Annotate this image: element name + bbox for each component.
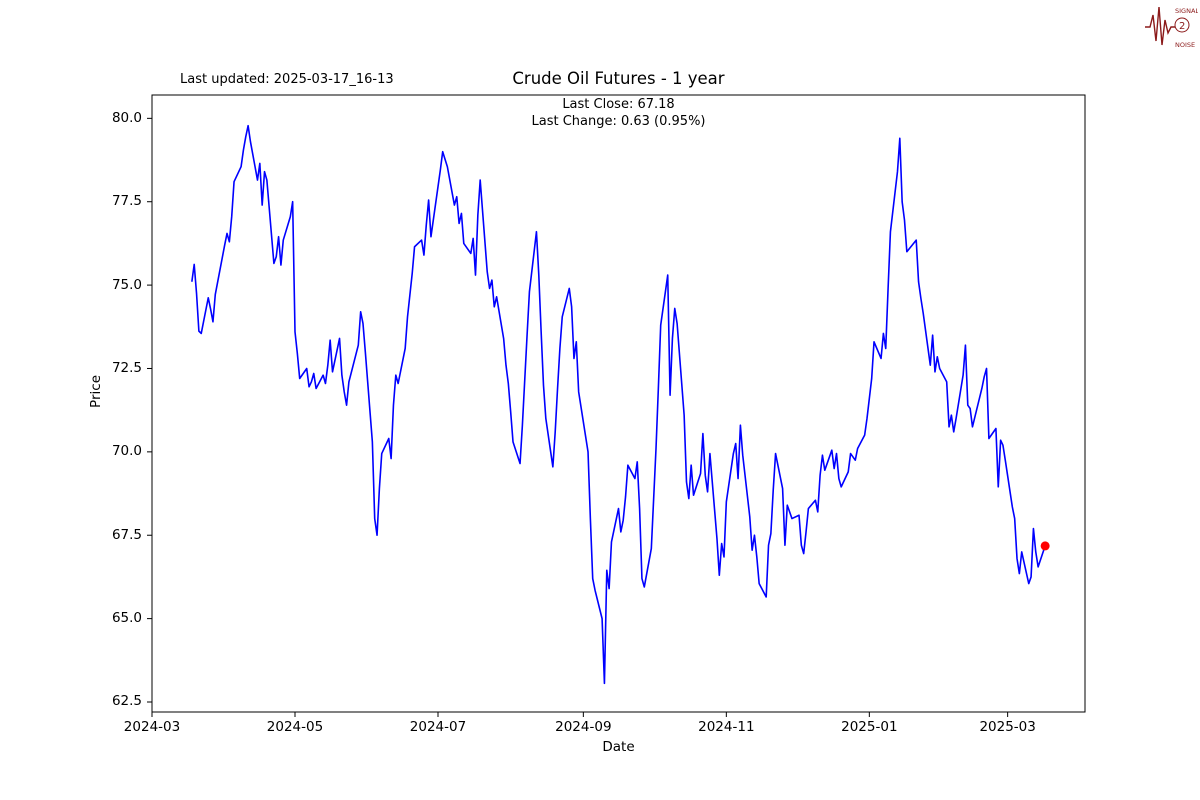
plot-frame [151, 94, 1086, 713]
y-tick-label: 65.0 [111, 610, 142, 627]
x-tick-label: 2025-03 [979, 719, 1036, 735]
logo-circle-icon [1174, 17, 1190, 33]
last-price-dot [1040, 541, 1050, 551]
x-axis-label: Date [602, 739, 635, 755]
price-line [191, 124, 1046, 685]
y-tick-label: 62.5 [111, 693, 142, 710]
logo-waveform-icon [1145, 6, 1175, 46]
x-tick-label: 2024-05 [266, 719, 324, 735]
y-tick-label: 77.5 [111, 193, 142, 210]
logo-text-signal: SIGNAL [1175, 7, 1198, 15]
logo-text-noise: NOISE [1175, 41, 1195, 49]
y-tick-label: 72.5 [111, 359, 142, 376]
x-tick-label: 2024-03 [123, 719, 181, 735]
last-close-line: Last Close: 67.18 [562, 97, 675, 112]
x-tick-label: 2025-01 [841, 719, 898, 735]
y-tick-label: 75.0 [111, 276, 142, 293]
last-close-annotation: Last Close: 67.18 Last Change: 0.63 (0.9… [152, 96, 1085, 130]
x-tick-label: 2024-11 [698, 719, 755, 735]
logo-text-2: 2 [1179, 21, 1185, 32]
y-tick-label: 80.0 [111, 109, 142, 126]
y-tick-label: 70.0 [111, 443, 142, 460]
last-updated-text: Last updated: 2025-03-17_16-13 [180, 72, 394, 87]
x-tick-label: 2024-09 [555, 719, 612, 735]
signal2noise-logo: SIGNAL 2 NOISE [1145, 6, 1198, 49]
y-tick-label: 67.5 [111, 526, 142, 543]
x-tick-label: 2024-07 [409, 719, 467, 735]
chart-title: Crude Oil Futures - 1 year [512, 69, 725, 88]
last-change-line: Last Change: 0.63 (0.95%) [531, 114, 706, 129]
